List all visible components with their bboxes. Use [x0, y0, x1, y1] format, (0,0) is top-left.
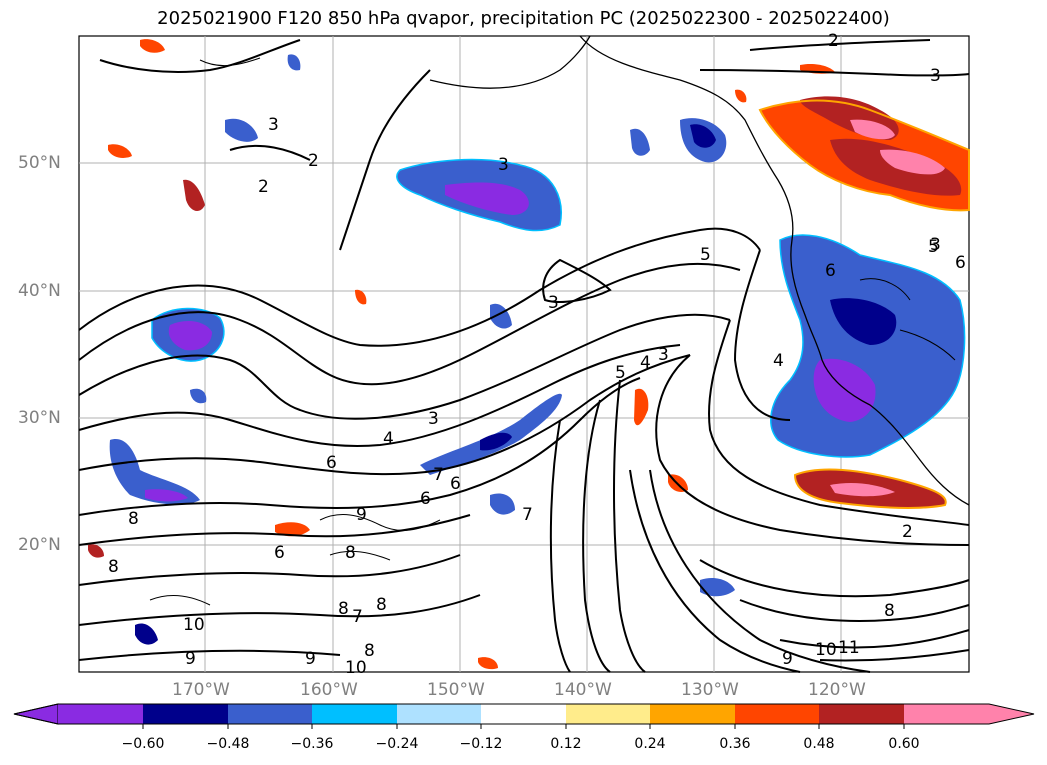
contour-label: 7: [352, 607, 363, 627]
contour-label: 6: [420, 489, 431, 509]
contour-label: 8: [884, 601, 895, 621]
lon-label-170w: 170°W: [172, 680, 230, 700]
contour-label: 2: [902, 522, 913, 542]
colorbar-tick-label: −0.36: [290, 736, 334, 752]
lat-label-20n: 20°N: [18, 535, 61, 555]
lon-label-160w: 160°W: [300, 680, 358, 700]
positive-anomaly-outlines: [758, 99, 970, 509]
contour-label: 10: [183, 615, 205, 635]
detail-contours: [149, 57, 956, 606]
contour-label: 5: [928, 237, 939, 257]
contour-label: 3: [658, 345, 669, 365]
lon-label-120w: 120°W: [808, 680, 866, 700]
lat-label-50n: 50°N: [18, 153, 61, 173]
contour-label: 9: [305, 649, 316, 669]
colorbar-tick-label: −0.60: [121, 736, 165, 752]
contour-label: 3: [268, 115, 279, 135]
colorbar: [13, 703, 1035, 729]
colorbar-tick-label: 0.48: [803, 736, 835, 752]
contour-label: 8: [376, 595, 387, 615]
contour-label: 10: [815, 640, 837, 660]
contour-label: 4: [383, 429, 394, 449]
contour-label: 8: [128, 509, 139, 529]
contour-label: 2: [258, 177, 269, 197]
contour-label: 7: [522, 505, 533, 525]
contour-label: 9: [185, 649, 196, 669]
contour-label: 6: [326, 453, 337, 473]
colorbar-tick-label: 0.60: [888, 736, 920, 752]
contour-label: 2: [308, 151, 319, 171]
colorbar-min-extension: [13, 703, 59, 725]
contour-labels: 2 3 2 2 3 3 5 3 4 3 5 4 3 4 3 6 7 6 6 8 …: [108, 31, 966, 678]
colorbar-tick-label: −0.24: [375, 736, 419, 752]
contour-label: 10: [345, 658, 367, 678]
contour-label: 3: [548, 293, 559, 313]
lon-label-150w: 150°W: [427, 680, 485, 700]
contour-label: 2: [828, 31, 839, 51]
coastline: [579, 35, 970, 506]
contour-label: 3: [428, 409, 439, 429]
contour-label: 8: [364, 641, 375, 661]
colorbar-tick-label: 0.36: [719, 736, 751, 752]
contour-label: 6: [955, 253, 966, 273]
positive-anomaly-fills: [88, 39, 969, 670]
colorbar-tick-label: −0.12: [459, 736, 503, 752]
contour-label: 6: [274, 543, 285, 563]
contour-label: 11: [838, 638, 860, 658]
colorbar-tick-label: −0.48: [206, 736, 250, 752]
contour-label: 4: [640, 353, 651, 373]
contour-label: 9: [782, 649, 793, 669]
contour-label: 3: [930, 66, 941, 86]
contour-label: 4: [773, 351, 784, 371]
qvapor-contours: [78, 39, 970, 673]
contour-label: 3: [930, 235, 941, 255]
contour-label: 6: [450, 474, 461, 494]
lat-label-40n: 40°N: [18, 281, 61, 301]
lon-label-130w: 130°W: [681, 680, 739, 700]
contour-label: 9: [356, 505, 367, 525]
contour-label: 5: [615, 363, 626, 383]
contour-label: 8: [338, 599, 349, 619]
contour-label: 8: [108, 557, 119, 577]
contour-label: 3: [498, 155, 509, 175]
lon-label-140w: 140°W: [554, 680, 612, 700]
figure-title: 2025021900 F120 850 hPa qvapor, precipit…: [157, 8, 890, 29]
contour-label: 6: [825, 261, 836, 281]
contour-label: 8: [345, 543, 356, 563]
colorbar-tick-label: 0.24: [634, 736, 666, 752]
colorbar-tick-label: 0.12: [550, 736, 582, 752]
negative-anomaly-fills: [109, 54, 965, 645]
lat-label-30n: 30°N: [18, 408, 61, 428]
contour-label: 5: [700, 245, 711, 265]
negative-anomaly-outlines: [151, 158, 966, 458]
contour-label: 7: [433, 465, 444, 485]
